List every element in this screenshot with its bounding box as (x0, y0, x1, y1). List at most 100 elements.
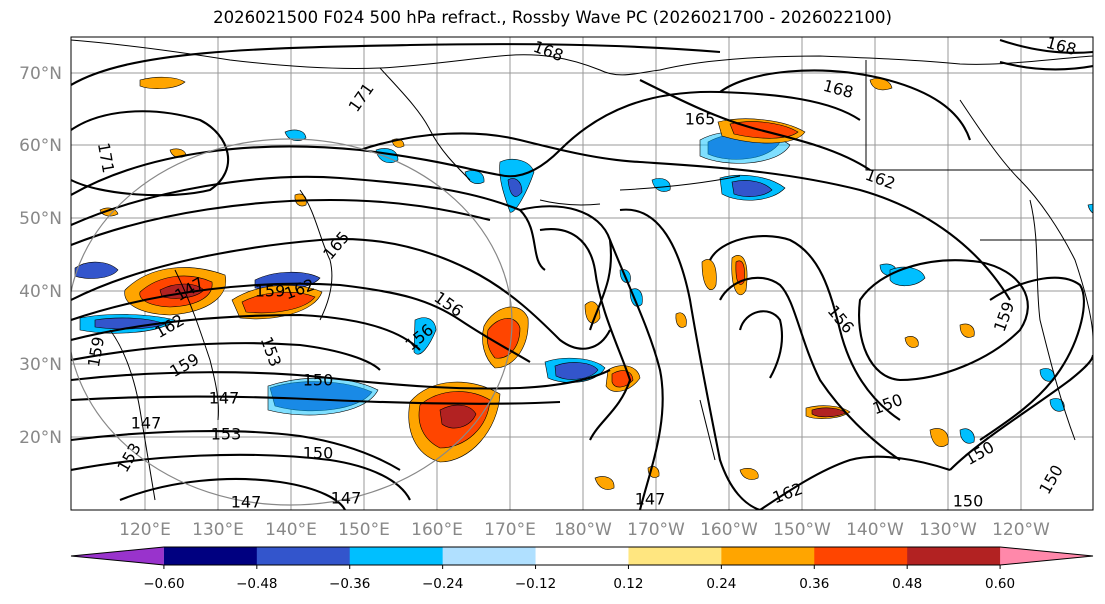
contour-label: 150 (303, 371, 334, 390)
colorbar-extend-high (1000, 547, 1093, 565)
map-frame (70, 36, 1094, 511)
longitude-label: 120°W (992, 520, 1050, 540)
contour-label: 147 (231, 493, 262, 512)
colorbar-segment (163, 547, 258, 565)
contour-line (759, 455, 951, 510)
colorbar-segment (535, 547, 629, 565)
anomaly-patch (507, 178, 523, 197)
contour-label: 150 (953, 492, 984, 511)
contour-line (738, 310, 784, 379)
colorbar-extend-low (71, 547, 164, 565)
contour-label: 147 (331, 489, 362, 508)
contour-line (71, 313, 421, 351)
colorbar-segment (907, 547, 1001, 565)
contour-line (709, 235, 901, 421)
contour-line (609, 239, 664, 510)
contour-line (71, 395, 561, 405)
latitude-label: 50°N (19, 209, 62, 229)
contour-line (71, 198, 491, 246)
contour-line (359, 132, 1011, 301)
map-title: 2026021500 F024 500 hPa refract., Rossby… (213, 8, 892, 27)
latitude-labels: 70°N 60°N 50°N 40°N 30°N 20°N (19, 64, 62, 448)
longitude-label: 160°E (411, 520, 463, 540)
contour-label: 147 (209, 389, 240, 408)
colorbar-segment (628, 547, 722, 565)
contour-line (639, 79, 871, 171)
contour-line (519, 205, 612, 331)
longitude-label: 140°E (265, 520, 317, 540)
colorbar-tick-label: −0.60 (143, 576, 184, 592)
anomaly-patch (584, 301, 601, 324)
colorbar-tick-label: −0.12 (515, 576, 556, 592)
colorbar-tick-label: 0.36 (799, 576, 829, 592)
contour-line (979, 276, 1085, 441)
contour-label: 147 (635, 490, 666, 509)
colorbar-segment (349, 547, 444, 565)
longitude-label: 170°E (484, 520, 536, 540)
anomaly-patch (74, 261, 119, 279)
contour-line (71, 238, 611, 350)
contour-label: 150 (303, 444, 334, 463)
wave-packet-circle (71, 138, 513, 506)
contour-line (719, 276, 901, 461)
colorbar-segment (721, 547, 815, 565)
anomaly-patch (1049, 398, 1065, 412)
longitude-label: 120°E (119, 520, 171, 540)
geopotential-contours (71, 39, 1093, 510)
anomaly-patch (413, 317, 437, 355)
contour-line (999, 39, 1093, 54)
anomaly-patch (735, 260, 745, 285)
longitude-label: 130°E (192, 520, 244, 540)
contour-label: 165 (685, 110, 716, 129)
colorbar-tick-label: 0.60 (985, 576, 1015, 592)
longitude-label: 160°W (700, 520, 758, 540)
longitude-label: 130°W (919, 520, 977, 540)
contour-line (71, 43, 721, 86)
longitude-label: 170°W (627, 520, 685, 540)
colorbar-tick-label: −0.24 (422, 576, 463, 592)
latitude-label: 20°N (19, 428, 62, 448)
contour-line (949, 354, 1093, 471)
longitude-label: 140°W (846, 520, 904, 540)
anomaly-patch (594, 476, 615, 490)
anomaly-patch (94, 317, 166, 330)
anomaly-patch (904, 336, 919, 348)
contour-line (719, 69, 971, 141)
latitude-label: 60°N (19, 136, 62, 156)
anomaly-patch (731, 180, 773, 197)
anomaly-patch (439, 404, 477, 429)
contour-line (71, 453, 411, 501)
contour-line (119, 477, 346, 510)
anomaly-patch (739, 468, 759, 480)
contour-line (539, 228, 632, 441)
colorbar-tick-label: 0.12 (613, 576, 643, 592)
contour-line (71, 282, 531, 363)
anomaly-patch (284, 129, 307, 141)
colorbar-segment (814, 547, 908, 565)
contour-line (858, 259, 1029, 382)
colorbar-tick-label: 0.24 (706, 576, 736, 592)
anomaly-patch (1087, 203, 1093, 214)
longitude-label: 150°E (338, 520, 390, 540)
anomaly-patch (267, 377, 379, 416)
colorbar-segment (256, 547, 351, 565)
latitude-label: 30°N (19, 355, 62, 375)
colorbar: −0.60 −0.48 −0.36 −0.24 −0.12 0.12 0.24 0.36 0.4… (70, 546, 1094, 592)
latitude-label: 70°N (19, 64, 62, 84)
anomaly-patch (554, 362, 599, 380)
longitude-label: 180°W (554, 520, 612, 540)
longitude-label: 150°W (773, 520, 831, 540)
contour-line (71, 175, 546, 271)
contour-label: 159 (255, 282, 286, 301)
anomaly-patch (889, 266, 926, 287)
anomaly-patch (701, 259, 717, 290)
contour-line (71, 430, 401, 471)
colorbar-tick-label: 0.48 (892, 576, 922, 592)
anomaly-patch (139, 76, 186, 89)
contour-label: 147 (131, 414, 162, 433)
colorbar-segment (442, 547, 537, 565)
contour-line (71, 110, 230, 197)
contour-line (71, 342, 381, 371)
anomaly-patch (651, 178, 671, 192)
